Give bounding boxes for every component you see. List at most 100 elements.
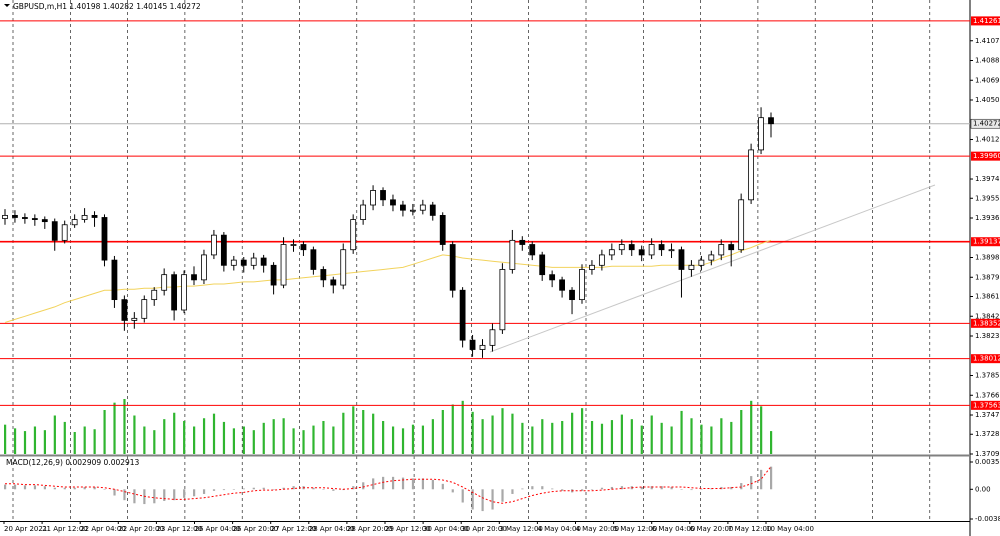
macd-bar [332,489,335,491]
volume-bar [481,419,484,454]
macd-bar [730,486,733,490]
macd-y-tick-label: 0.003508 [975,458,1000,466]
candle-body [171,274,178,311]
candle-body [91,215,98,218]
macd-name: MACD(12,26,9) [6,458,63,467]
candle-body [161,274,168,291]
volume-bar [252,430,255,454]
macd-header: MACD(12,26,9) 0.002909 0.002913 [6,458,140,467]
candle-body [718,244,725,256]
moving-average [4,239,772,323]
volume-bar [461,400,464,454]
candle-body [101,217,108,261]
candle-body [71,219,78,226]
macd-bar [531,486,534,490]
macd-bar [53,487,56,490]
level-label: 1.39960 [973,152,1000,160]
candle-body [549,274,556,281]
volume-bar [202,418,206,454]
candle-body [589,264,595,270]
volume-bar [451,404,454,454]
x-tick-label: 30 Apr 04:00 [423,525,469,533]
macd-bar [282,487,285,490]
macd-bar [700,489,703,490]
volume-bar [491,415,494,454]
candle-body [569,289,575,301]
candle-body [31,218,38,220]
volume-bar [372,413,375,454]
candle-body [320,269,327,281]
x-tick-label: 21 Apr 12:00 [42,525,88,533]
volume-bar [561,421,564,454]
macd-bar [461,489,464,503]
volume-bar [33,426,37,454]
y-tick-label: 1.37850 [975,372,1000,380]
volume-bar [262,422,265,454]
candle-body [260,257,267,266]
candle-body [111,259,118,301]
last-price-box [970,118,1000,129]
y-tick-label: 1.38795 [975,273,1000,281]
macd-bar [660,486,663,490]
candle-body [758,117,764,151]
candle-body [300,244,307,251]
macd-bar [551,488,554,490]
macd-bar [521,488,524,490]
macd-bar [760,469,763,490]
symbol-menu-arrow[interactable] [4,4,10,7]
x-tick-label: 30 Apr 20:00 [461,525,507,533]
macd-bar [73,487,76,490]
y-tick-label: 1.39365 [975,214,1000,222]
x-tick-label: 6 May 04:00 [652,525,696,533]
volume-bar [710,426,713,454]
volume-bar [501,408,504,454]
macd-bar [153,489,156,504]
trend-line[interactable] [489,184,936,353]
volume-bar [640,425,643,454]
level-label-box [971,354,1000,364]
x-tick-label: 27 Apr 12:00 [271,525,317,533]
macd-bar [193,489,196,497]
y-tick-label: 1.40880 [975,57,1000,65]
level-label-box [971,400,1000,410]
level-label-box [971,237,1000,247]
macd-bar [491,489,494,510]
volume-bar [23,431,27,454]
candle-body [409,209,416,212]
macd-bar [372,478,375,490]
volume-bar [242,426,245,454]
volume-bar [63,421,66,454]
volume-bar [670,426,673,454]
volume-bar [193,426,196,454]
candle-body [738,199,745,251]
level-label: 1.38352 [973,319,1000,327]
candle-body [459,289,466,341]
low: 1.40145 [136,2,167,11]
macd-bar [183,489,186,498]
macd-bar [451,489,454,493]
candle-body [310,249,317,270]
y-tick-label: 1.38985 [975,254,1000,262]
macd-bar [600,487,604,490]
volume-bar [332,426,335,454]
y-tick-label: 1.40120 [975,136,1000,144]
x-tick-label: 23 Apr 12:00 [156,525,202,533]
volume-bar [153,430,156,454]
macd-bar [163,489,166,501]
candle-body [509,239,516,270]
x-tick-label: 5 May 12:00 [614,525,658,533]
candle-body [370,190,376,206]
candle-body [400,204,406,211]
x-tick-label: 4 May 20:00 [576,525,620,533]
macd-bar [123,489,126,501]
macd-bar [770,466,773,490]
candle-body [688,264,695,270]
volume-bar [382,421,385,454]
candle-body [21,217,28,219]
x-tick-label: 20 Apr 2021 [4,525,47,533]
macd-bar [23,485,27,490]
macd-bar [511,489,514,494]
